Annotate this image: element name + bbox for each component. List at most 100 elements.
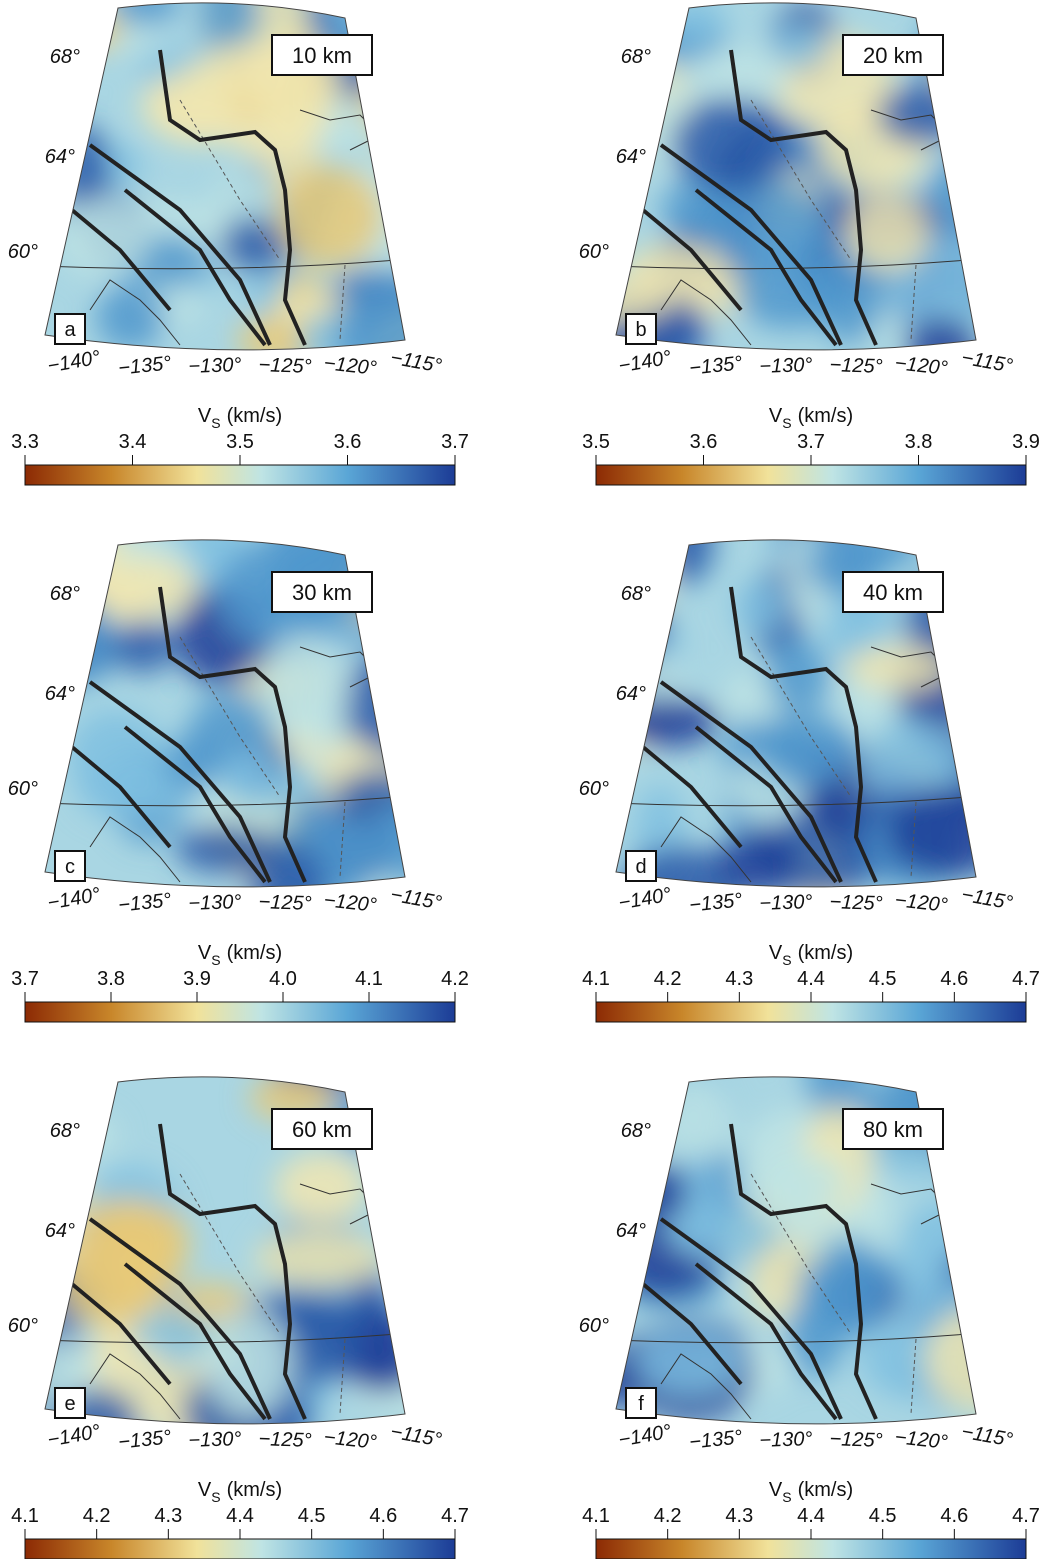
lon-label: −125° [258,1428,312,1452]
colorbar-tick-label: 4.6 [940,1505,968,1527]
colorbar-tick-label: 4.1 [11,1505,39,1527]
colorbar-tick-label: 4.2 [83,1505,111,1527]
velocity-blob [619,698,720,748]
colorbar-tick-label: 4.0 [269,968,297,990]
label-v: V [198,1479,212,1501]
colorbar-tick-label: 4.7 [1012,968,1040,990]
velocity-blob [254,1229,384,1288]
colorbar-tick-label: 4.5 [298,1505,326,1527]
depth-box [842,571,944,613]
colorbar-tick-label: 3.4 [119,431,147,453]
velocity-blob [945,2,976,50]
colorbar-tick-label: 3.8 [905,431,933,453]
velocity-blob [616,1159,667,1234]
fault [58,198,172,312]
lon-label: −120° [323,352,378,379]
border-line [750,636,917,878]
lat-label: 64° [616,146,646,168]
depth-label: 20 km [863,43,923,68]
lon-label: −140° [617,884,673,915]
fault [694,725,838,884]
map-frame [615,1076,977,1425]
label-sub: S [782,415,791,431]
colorbar-tick-label: 3.5 [226,431,254,453]
letter-box [625,850,657,882]
lat-label: 68° [50,1120,80,1142]
lat-label: 64° [45,146,75,168]
depth-box [271,571,373,613]
fault [123,1262,267,1421]
velocity-blob [45,593,115,688]
velocity-blob [274,1151,367,1224]
label-v: V [769,1479,783,1501]
velocity-blob [174,824,280,874]
velocity-blob [660,539,715,584]
lat-label: 60° [579,1315,609,1337]
map-panel: 60 km e 68° 64° 60° −140° −135° −130° −125° −120°… [8,1076,469,1559]
lon-label: −130° [759,891,813,915]
map-field [45,539,405,887]
border-line [45,794,405,807]
lon-label: −135° [688,889,743,916]
colorbar-tick-label: 3.9 [1012,431,1040,453]
label-sub: S [782,952,791,968]
lon-label: −135° [688,1426,743,1453]
fault [694,1262,838,1421]
colorbar-label: VS (km/s) [769,405,853,431]
velocity-blobs [616,2,976,350]
lon-label: −130° [759,1428,813,1452]
lon-label: −140° [46,347,102,378]
border-line [45,257,405,270]
colorbar-tick-label: 4.7 [441,1505,469,1527]
colorbar [595,1001,1027,1023]
map-panel: 40 km d 68° 64° 60° −140° −135° −130° −125° −120°… [579,539,1040,1023]
fault [123,725,267,884]
lon-label: −135° [117,889,172,916]
label-sub: S [211,1489,220,1505]
map-field [45,2,405,350]
depth-box [271,1108,373,1150]
lat-label: 64° [45,1220,75,1242]
colorbar-tick-label: 3.7 [11,968,39,990]
velocity-blob [945,1102,976,1184]
lat-label: 64° [45,683,75,705]
border-line [179,636,346,878]
velocity-blob [844,193,930,272]
lon-label: −130° [188,354,242,378]
colorbar-tick-label: 4.4 [797,1505,825,1527]
colorbar-tick-label: 4.4 [226,1505,254,1527]
label-sub: S [782,1489,791,1505]
velocity-blob [755,712,858,789]
velocity-blob [947,2,976,59]
velocity-blob [375,601,405,694]
fault [729,1123,878,1420]
panel-letter: d [635,856,646,878]
lat-label: 60° [8,778,38,800]
panel-letter: e [64,1393,75,1415]
depth-label: 10 km [292,43,352,68]
label-unit: (km/s) [227,1479,283,1501]
map-frame [44,1076,406,1425]
fault [58,735,172,849]
lon-label: −140° [46,1421,102,1452]
lon-label: −130° [188,891,242,915]
velocity-blob [670,96,794,193]
fault [158,586,307,883]
letter-box [54,850,86,882]
lat-label: 68° [621,583,651,605]
lon-label: −125° [829,1428,883,1452]
label-sub: S [211,415,220,431]
lon-label: −130° [188,1428,242,1452]
colorbar-tick-label: 3.3 [11,431,39,453]
lon-label: −125° [258,354,312,378]
velocity-blob [633,1327,745,1397]
colorbar-tick-label: 3.7 [797,431,825,453]
velocity-blob [329,2,405,35]
lon-label: −120° [894,352,949,379]
depth-box [271,34,373,76]
map-frame [615,2,977,351]
fault [629,735,743,849]
velocity-blob [199,2,259,64]
velocity-blob [621,243,732,301]
velocity-blob [937,39,976,109]
